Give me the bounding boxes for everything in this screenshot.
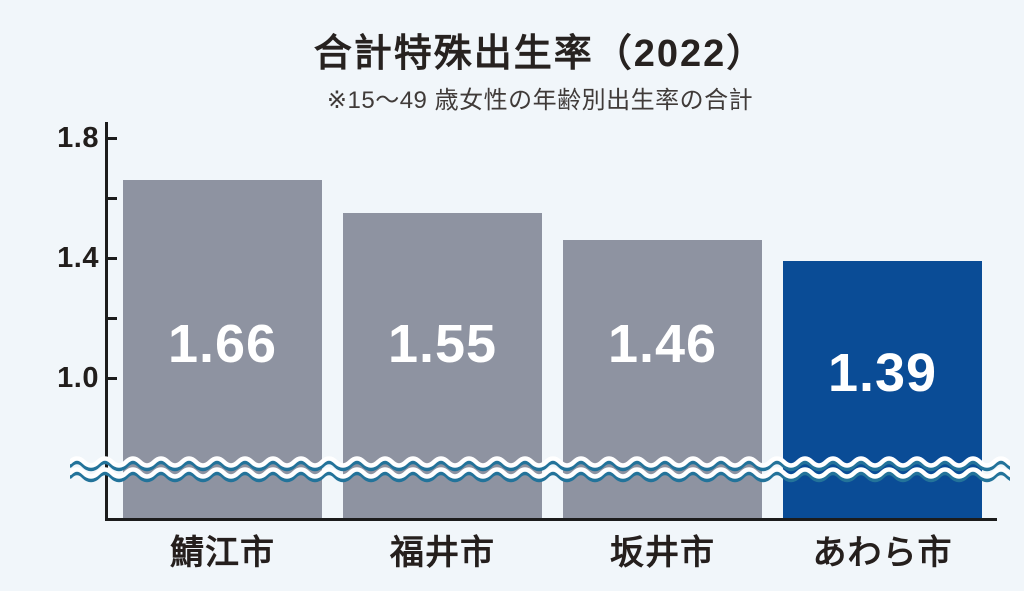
y-axis-tick	[108, 196, 117, 200]
axis-break-wave-icon	[70, 456, 1010, 483]
bar-value-label: 1.39	[827, 343, 938, 403]
bar-value-label: 1.46	[607, 314, 718, 374]
x-axis-baseline	[105, 518, 997, 521]
category-label-fukui: 福井市	[390, 534, 495, 572]
category-label-sakai: 坂井市	[610, 534, 715, 572]
chart-title: 合計特殊出生率（2022）	[313, 33, 767, 75]
y-axis-tick-label: 1.8	[57, 122, 99, 154]
y-axis-tick-label: 1.0	[57, 362, 99, 394]
y-axis-tick-label: 1.4	[57, 242, 99, 274]
chart-header: 合計特殊出生率（2022） ※15〜49 歳女性の年齢別出生率の合計	[56, 0, 1024, 116]
chart-subtitle: ※15〜49 歳女性の年齢別出生率の合計	[326, 87, 754, 114]
bar-value-label: 1.55	[387, 314, 498, 374]
bar-value-label: 1.66	[167, 314, 278, 374]
y-axis-line	[105, 122, 108, 521]
category-label-sabae: 鯖江市	[170, 534, 275, 572]
y-axis-tick	[108, 256, 117, 260]
y-axis-tick	[108, 376, 117, 380]
y-axis-tick	[108, 316, 117, 320]
category-label-awara: あわら市	[812, 534, 953, 572]
y-axis-tick	[108, 136, 117, 140]
